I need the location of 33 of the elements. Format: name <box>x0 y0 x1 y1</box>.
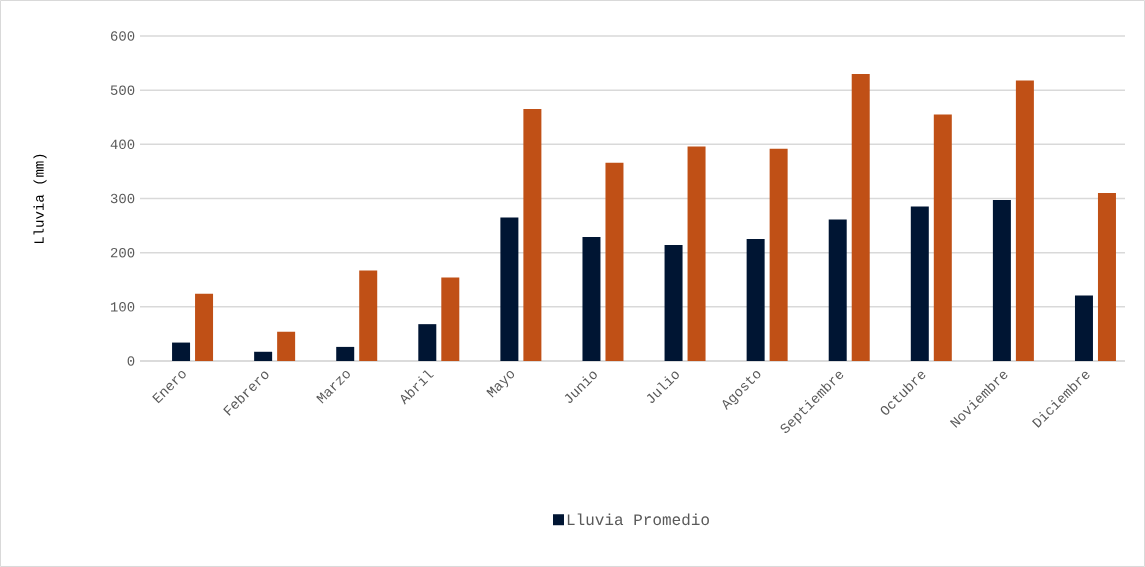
bar <box>664 245 683 361</box>
bar <box>582 236 601 361</box>
bar <box>910 206 929 361</box>
bar <box>418 324 437 361</box>
bar <box>769 148 788 361</box>
bar <box>1097 193 1116 361</box>
bar <box>254 351 273 361</box>
y-tick-label: 500 <box>110 85 135 95</box>
bar <box>828 219 847 361</box>
bar <box>1074 295 1093 361</box>
bar <box>992 200 1011 361</box>
y-tick-label: 600 <box>110 31 135 41</box>
bar <box>746 239 765 361</box>
bar <box>441 277 460 361</box>
bar <box>1015 80 1034 361</box>
y-tick-label: 200 <box>110 247 135 258</box>
bar <box>605 162 624 361</box>
bar <box>687 146 706 361</box>
y-axis-title: Lluvia (mm) <box>33 154 47 244</box>
y-tick-label: 300 <box>110 193 135 204</box>
bar <box>277 331 296 361</box>
bar <box>359 270 378 361</box>
y-tick-label: 100 <box>110 302 135 312</box>
bar <box>523 109 542 361</box>
bar <box>172 342 191 361</box>
legend-label: Lluvia Promedio <box>567 513 709 526</box>
bar <box>195 293 214 361</box>
bar <box>933 114 952 361</box>
bar <box>500 217 519 361</box>
y-tick-label: 0 <box>127 356 135 366</box>
y-tick-label: 400 <box>110 139 135 150</box>
bar <box>851 73 870 361</box>
bar <box>336 346 355 361</box>
